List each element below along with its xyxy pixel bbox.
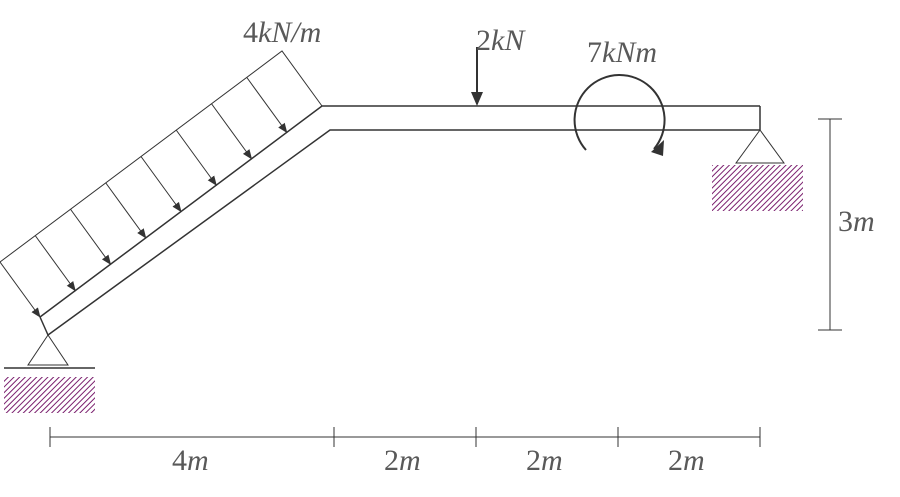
distributed-load-arrow (140, 156, 182, 213)
distributed-load-arrow (175, 129, 217, 186)
point-load (471, 47, 483, 106)
moment-label: 7kNm (587, 36, 657, 69)
moment-arrowhead (651, 140, 664, 156)
distributed-load-arrow (70, 208, 112, 266)
distributed-load-arrow (0, 261, 41, 318)
moment-load (573, 74, 666, 156)
left-support-triangle (27, 334, 69, 366)
height-dimension (818, 118, 842, 331)
distributed-load-label: 4kN/m (243, 16, 321, 49)
height-dimension-label: 3m (838, 205, 875, 238)
span-label-3: 2m (526, 444, 563, 477)
distributed-load-arrow (211, 103, 253, 160)
distributed-load (0, 50, 323, 318)
frame-member (39, 105, 761, 336)
point-load-arrowhead (471, 92, 483, 106)
frame-inner-edge (47, 129, 760, 336)
span-label-2: 2m (384, 444, 421, 477)
distributed-load-arrow (105, 182, 147, 239)
load-envelope (0, 50, 323, 263)
distributed-load-arrow (246, 77, 288, 134)
left-support-ground (4, 377, 95, 413)
span-dimensions (49, 427, 761, 447)
point-load-label: 2kN (476, 24, 526, 57)
right-support-triangle (735, 129, 785, 164)
distributed-load-arrow (34, 235, 76, 292)
left-support (4, 334, 95, 413)
span-label-1: 4m (172, 444, 209, 477)
moment-arc (573, 74, 666, 151)
span-label-4: 2m (668, 444, 705, 477)
right-support-ground (712, 165, 803, 211)
right-support (712, 129, 803, 211)
distributed-load-arrows (0, 77, 288, 318)
frame-left-end (39, 316, 49, 336)
frame-outer-edge (39, 105, 760, 318)
